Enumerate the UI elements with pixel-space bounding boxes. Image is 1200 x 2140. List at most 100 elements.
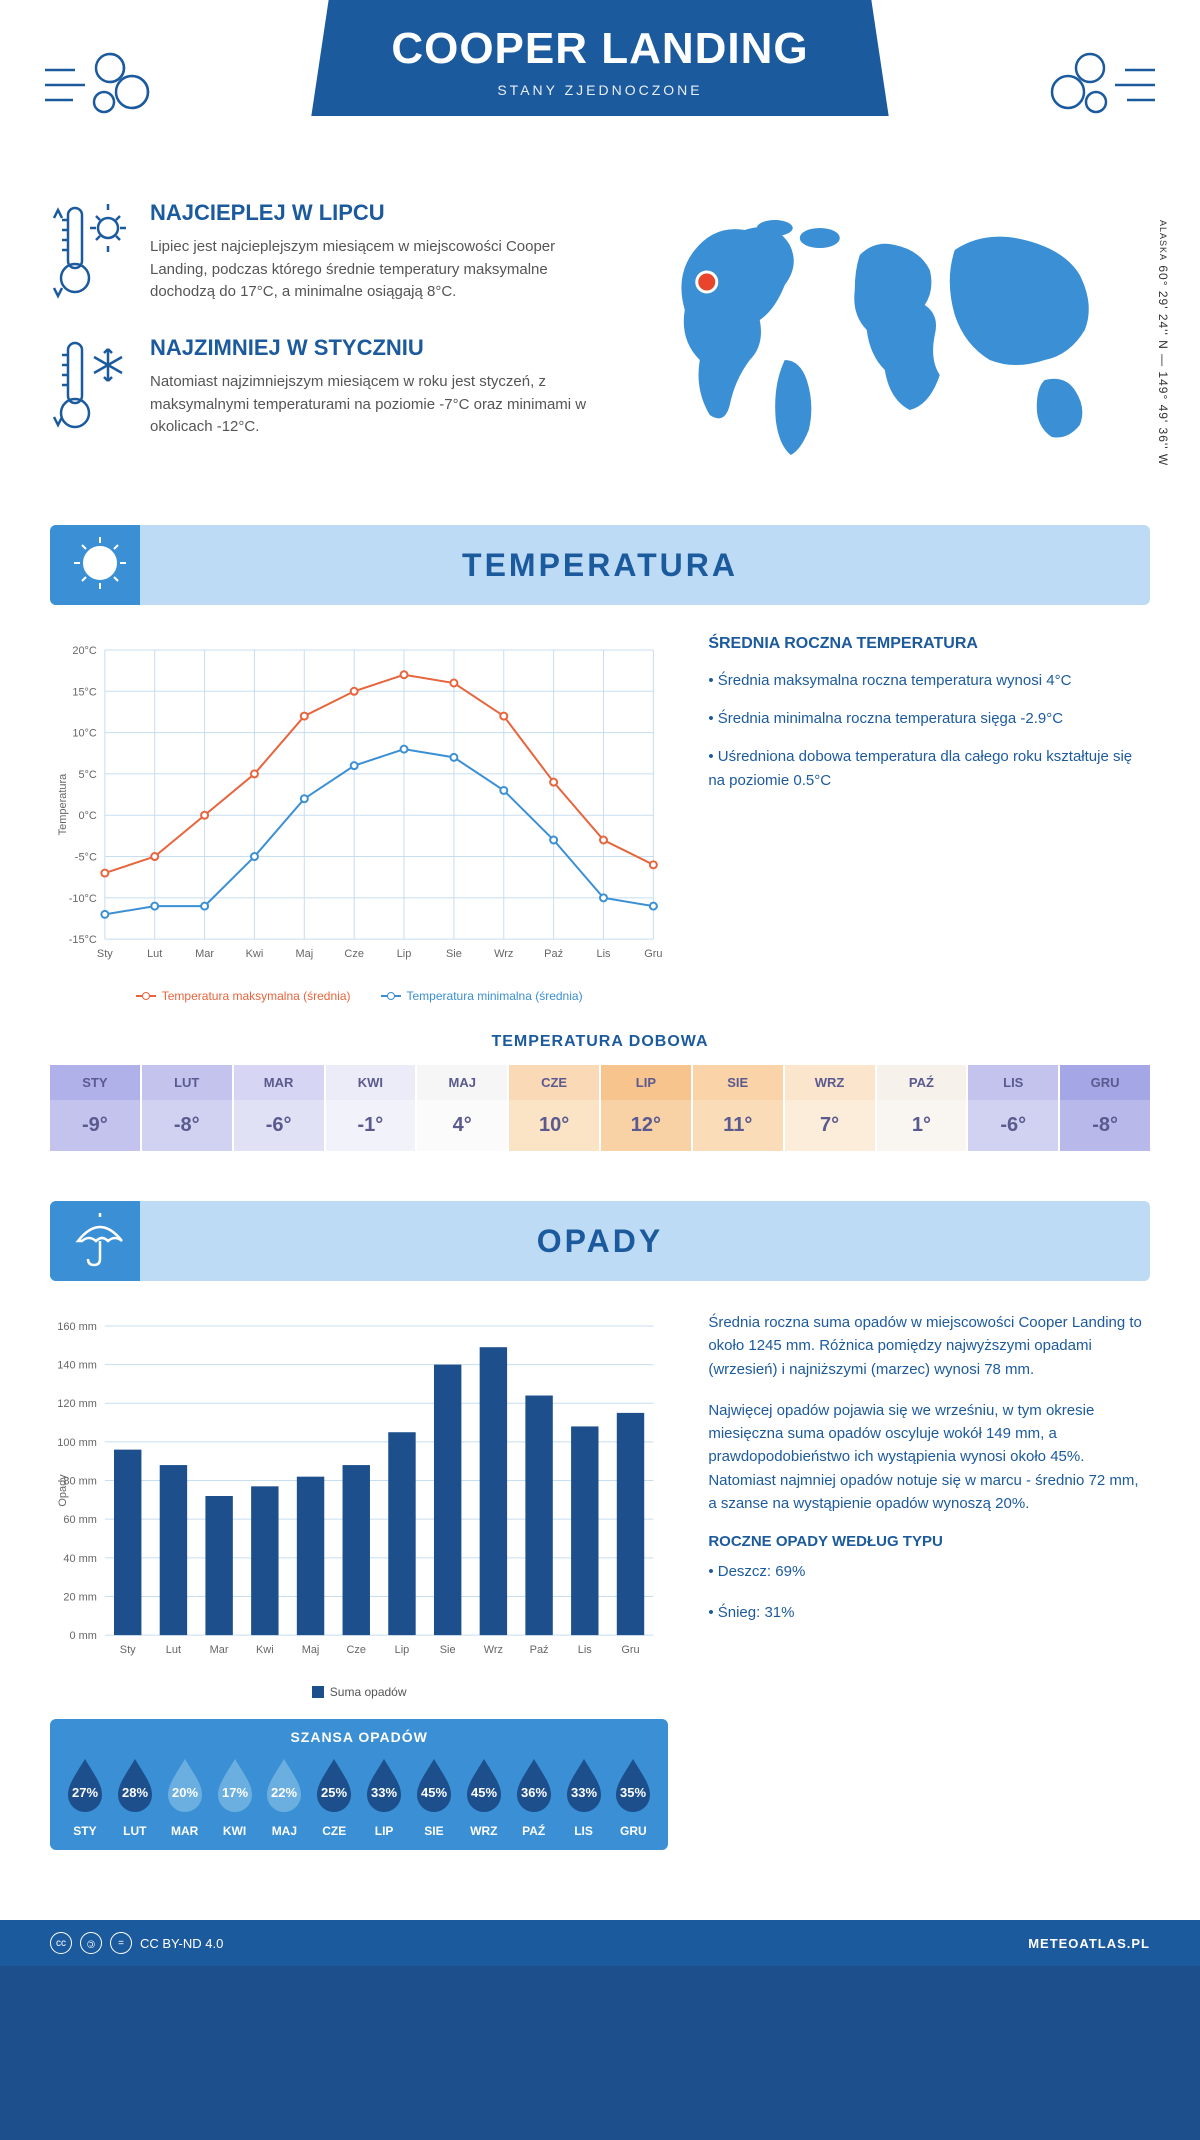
svg-text:15°C: 15°C <box>72 686 97 698</box>
precip-drop: 45% SIE <box>409 1755 459 1838</box>
temp-cell: MAJ 4° <box>417 1065 507 1151</box>
precip-p1: Średnia roczna suma opadów w miejscowośc… <box>708 1311 1150 1381</box>
svg-text:Maj: Maj <box>295 948 313 960</box>
svg-text:Cze: Cze <box>347 1644 366 1656</box>
svg-text:120 mm: 120 mm <box>57 1398 97 1410</box>
svg-text:17%: 17% <box>221 1785 247 1800</box>
section-title: OPADY <box>537 1223 663 1260</box>
svg-text:160 mm: 160 mm <box>57 1321 97 1333</box>
precip-type-title: ROCZNE OPADY WEDŁUG TYPU <box>708 1533 1150 1550</box>
svg-text:0 mm: 0 mm <box>69 1630 96 1642</box>
precip-drop: 36% PAŹ <box>509 1755 559 1838</box>
svg-text:Lis: Lis <box>578 1644 593 1656</box>
precip-drop: 33% LIS <box>559 1755 609 1838</box>
svg-text:5°C: 5°C <box>78 769 96 781</box>
precip-chance-title: SZANSA OPADÓW <box>50 1719 668 1755</box>
temperature-chart: -15°C-10°C-5°C0°C5°C10°C15°C20°CStyLutMa… <box>50 635 668 1003</box>
precip-drop: 27% STY <box>60 1755 110 1838</box>
wind-icon <box>1040 40 1160 125</box>
precip-drop: 22% MAJ <box>259 1755 309 1838</box>
thermometer-sun-icon <box>50 200 130 305</box>
legend-min: Temperatura minimalna (średnia) <box>381 989 583 1003</box>
wind-icon <box>40 40 160 125</box>
page: COOPER LANDING STANY ZJEDNOCZONE <box>0 0 1200 1966</box>
svg-text:-15°C: -15°C <box>69 934 97 946</box>
svg-text:Sie: Sie <box>446 948 462 960</box>
svg-text:45%: 45% <box>421 1785 447 1800</box>
svg-text:45%: 45% <box>471 1785 497 1800</box>
summary-bullet: Średnia maksymalna roczna temperatura wy… <box>708 669 1150 693</box>
svg-text:Cze: Cze <box>344 948 364 960</box>
svg-text:Gru: Gru <box>621 1644 639 1656</box>
svg-text:22%: 22% <box>271 1785 297 1800</box>
precip-drop: 25% CZE <box>309 1755 359 1838</box>
temp-cell: KWI -1° <box>326 1065 416 1151</box>
svg-text:27%: 27% <box>72 1785 98 1800</box>
svg-text:Lut: Lut <box>166 1644 181 1656</box>
svg-text:60 mm: 60 mm <box>63 1514 96 1526</box>
svg-text:25%: 25% <box>321 1785 347 1800</box>
section-header-precip: OPADY <box>50 1201 1150 1281</box>
temp-cell: LIP 12° <box>601 1065 691 1151</box>
intro-facts: NAJCIEPLEJ W LIPCU Lipiec jest najcieple… <box>50 200 610 485</box>
svg-text:35%: 35% <box>620 1785 646 1800</box>
nd-icon: = <box>110 1932 132 1954</box>
temp-cell: LUT -8° <box>142 1065 232 1151</box>
chart-legend: Temperatura maksymalna (średnia) Tempera… <box>50 989 668 1003</box>
section-title: TEMPERATURA <box>462 547 738 584</box>
precip-drop: 35% GRU <box>608 1755 658 1838</box>
svg-text:20 mm: 20 mm <box>63 1592 96 1604</box>
svg-text:0°C: 0°C <box>78 810 96 822</box>
svg-text:33%: 33% <box>371 1785 397 1800</box>
temp-cell: SIE 11° <box>693 1065 783 1151</box>
daily-temp-table: STY -9° LUT -8° MAR -6° KWI -1° MAJ 4° C… <box>50 1065 1150 1151</box>
site-name: METEOATLAS.PL <box>1028 1936 1150 1951</box>
svg-text:Maj: Maj <box>302 1644 320 1656</box>
thermometer-snow-icon <box>50 335 130 440</box>
temp-cell: GRU -8° <box>1060 1065 1150 1151</box>
temperature-summary: ŚREDNIA ROCZNA TEMPERATURA Średnia maksy… <box>708 635 1150 1003</box>
precip-chart: 0 mm20 mm40 mm60 mm80 mm100 mm120 mm140 … <box>50 1311 668 1890</box>
precip-drop: 28% LUT <box>110 1755 160 1838</box>
svg-text:20°C: 20°C <box>72 645 97 657</box>
summary-title: ŚREDNIA ROCZNA TEMPERATURA <box>708 635 1150 653</box>
svg-text:Kwi: Kwi <box>246 948 264 960</box>
svg-text:-10°C: -10°C <box>69 893 97 905</box>
svg-text:36%: 36% <box>521 1785 547 1800</box>
precip-summary: Średnia roczna suma opadów w miejscowośc… <box>708 1311 1150 1890</box>
svg-text:28%: 28% <box>122 1785 148 1800</box>
precip-p2: Najwięcej opadów pojawia się we wrześniu… <box>708 1399 1150 1515</box>
precip-type: Śnieg: 31% <box>708 1601 1150 1624</box>
fact-title: NAJZIMNIEJ W STYCZNIU <box>150 335 610 361</box>
fact-warmest: NAJCIEPLEJ W LIPCU Lipiec jest najcieple… <box>50 200 610 305</box>
chart-legend: Suma opadów <box>50 1685 668 1699</box>
precip-chance-panel: SZANSA OPADÓW 27% STY 28% LUT 20% MAR 1 <box>50 1719 668 1850</box>
precip-drop: 20% MAR <box>160 1755 210 1838</box>
svg-text:Sty: Sty <box>97 948 113 960</box>
daily-temp-title: TEMPERATURA DOBOWA <box>50 1033 1150 1051</box>
svg-text:Temperatura: Temperatura <box>57 773 69 835</box>
svg-text:40 mm: 40 mm <box>63 1553 96 1565</box>
svg-text:Sie: Sie <box>440 1644 456 1656</box>
license: cc 🄯 = CC BY-ND 4.0 <box>50 1932 223 1954</box>
location-marker <box>697 272 717 292</box>
svg-text:-5°C: -5°C <box>75 852 97 864</box>
precip-drop: 17% KWI <box>210 1755 260 1838</box>
svg-text:Mar: Mar <box>195 948 214 960</box>
fact-coldest: NAJZIMNIEJ W STYCZNIU Natomiast najzimni… <box>50 335 610 440</box>
header: COOPER LANDING STANY ZJEDNOCZONE <box>0 0 1200 200</box>
svg-text:Wrz: Wrz <box>494 948 513 960</box>
world-map-container: ALASKA 60° 29' 24'' N — 149° 49' 36'' W <box>640 200 1150 485</box>
svg-text:20%: 20% <box>172 1785 198 1800</box>
temp-cell: WRZ 7° <box>785 1065 875 1151</box>
temp-cell: MAR -6° <box>234 1065 324 1151</box>
svg-text:33%: 33% <box>571 1785 597 1800</box>
temp-cell: STY -9° <box>50 1065 140 1151</box>
footer: cc 🄯 = CC BY-ND 4.0 METEOATLAS.PL <box>0 1920 1200 1966</box>
legend-max: Temperatura maksymalna (średnia) <box>136 989 351 1003</box>
cc-icon: cc <box>50 1932 72 1954</box>
precip-row: 0 mm20 mm40 mm60 mm80 mm100 mm120 mm140 … <box>50 1311 1150 1890</box>
umbrella-icon <box>70 1209 130 1274</box>
world-map <box>640 200 1150 480</box>
fact-body: Lipiec jest najcieplejszym miesiącem w m… <box>150 236 610 304</box>
